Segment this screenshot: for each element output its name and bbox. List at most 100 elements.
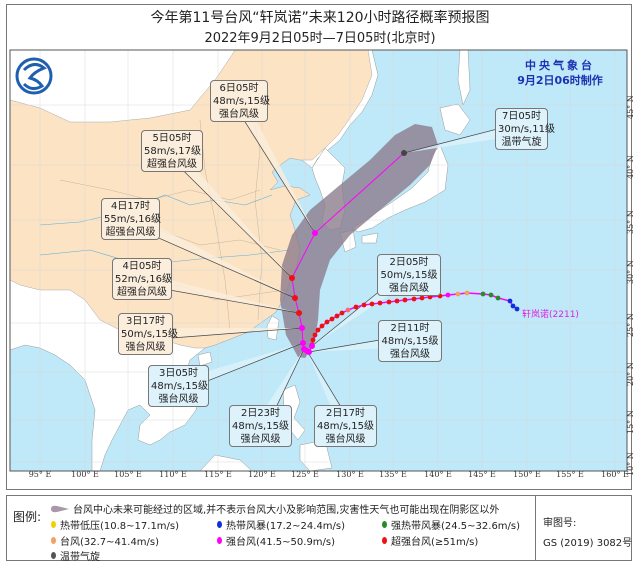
past-track-point: [488, 292, 494, 298]
legend-item: 超强台风(≥51m/s): [382, 533, 478, 548]
forecast-grade: 超强台风级: [117, 287, 167, 298]
probability-cone: [280, 124, 438, 358]
legend-item-label: 台风(32.7~41.4m/s): [60, 537, 160, 548]
past-track-point: [480, 291, 486, 297]
longitude-tick: 150° E: [513, 470, 541, 479]
legend-item: 热带风暴(17.2~24.4m/s): [217, 517, 345, 532]
forecast-time: 4日05时: [122, 261, 162, 272]
longitude-tick: 125° E: [291, 470, 319, 479]
forecast-wind: 58m/s,17级: [144, 146, 201, 157]
past-track-point: [310, 337, 316, 343]
longitude-tick: 95° E: [28, 470, 52, 479]
past-track-point: [369, 301, 375, 307]
legend-cone: 台风中心未来可能经过的区域,并不表示台风大小及影响范围,灾害性天气也可能出现在阴…: [51, 501, 499, 516]
forecast-label: 4日05时 52m/s,16级 超强台风级: [112, 258, 172, 300]
leader-line: [233, 103, 316, 234]
forecast-label: 2日11时 48m/s,15级 强台风级: [378, 320, 442, 362]
forecast-label: 7日05时 30m/s,11级 温带气旋: [495, 108, 555, 150]
forecast-wind: 48m/s,15级: [381, 336, 439, 347]
past-track-point: [386, 299, 392, 305]
leader-line: [167, 154, 293, 279]
forecast-grade: 强台风级: [240, 434, 281, 445]
typhoon-symbol-icon: [217, 537, 222, 544]
forecast-time: 4日17时: [110, 201, 151, 212]
legend-divider: [535, 496, 536, 560]
legend-cone-text: 台风中心未来可能经过的区域,并不表示台风大小及影响范围,灾害性天气也可能出现在阴…: [73, 505, 500, 516]
forecast-time: 7日05时: [501, 111, 542, 122]
past-track-point: [324, 319, 330, 325]
borneo: [199, 454, 253, 471]
forecast-wind: 48m/s,15级: [213, 96, 270, 107]
legend-item: 强台风(41.5~50.9m/s): [217, 533, 335, 548]
forecast-label: 2日17时 48m/s,15级 强台风级: [314, 405, 377, 447]
forecast-point: [309, 343, 315, 349]
past-track-point: [353, 304, 359, 310]
legend-item-label: 超强台风(≥51m/s): [391, 537, 479, 548]
legend-item: 温带气旋: [51, 548, 100, 563]
legend: 图例: 台风中心未来可能经过的区域,并不表示台风大小及影响范围,灾害性天气也可能…: [6, 495, 633, 563]
latitude-tick: 45° N: [626, 95, 635, 119]
forecast-grade: 温带气旋: [501, 137, 542, 148]
past-track-point: [315, 327, 321, 333]
typhoon-symbol-icon: [51, 552, 56, 559]
forecast-point: [401, 150, 407, 156]
forecast-label: 6日05时 48m/s,15级 强台风级: [210, 80, 270, 122]
longitude-tick: 135° E: [379, 470, 407, 479]
leader-wedge: [140, 273, 299, 313]
forecast-time: 6日05时: [219, 83, 259, 94]
taiwan: [266, 315, 280, 341]
legend-item-label: 强台风(41.5~50.9m/s): [226, 537, 336, 548]
forecast-point: [292, 295, 298, 301]
typhoon-symbol-icon: [51, 537, 56, 544]
forecast-label: 2日23时 48m/s,15级 强台风级: [229, 405, 292, 447]
forecast-point: [300, 340, 306, 346]
forecast-grade: 超强台风级: [147, 159, 197, 170]
longitude-tick: 120° E: [248, 470, 276, 479]
map-border: [9, 49, 628, 472]
past-track-point: [411, 296, 417, 302]
map-title: 今年第11号台风“轩岚诺”未来120小时路径概率预报图: [150, 10, 490, 26]
longitude-tick: 160° E: [601, 470, 629, 479]
legend-item-label: 热带低压(10.8~17.1m/s): [60, 521, 180, 532]
forecast-label: 3日17时 50m/s,15级 强台风级: [118, 313, 178, 355]
longitude-tick: 110° E: [159, 470, 187, 479]
past-track-point: [510, 303, 516, 309]
legend-title: 图例:: [13, 510, 42, 524]
past-track-point: [495, 295, 501, 301]
forecast-point: [289, 275, 295, 281]
forecast-time: 5日05时: [152, 133, 192, 144]
longitude-tick: 145° E: [468, 470, 496, 479]
past-track-point: [464, 290, 470, 296]
longitude-tick: 100° E: [71, 470, 99, 479]
typhoon-name-label: 轩岚诺(2211): [522, 310, 579, 320]
hokkaido: [439, 103, 471, 136]
typhoon-symbol-icon: [51, 521, 56, 528]
forecast-wind: 48m/s,15级: [151, 381, 208, 392]
hainan: [197, 351, 213, 367]
latitude-tick: 20° N: [626, 362, 635, 386]
past-track-point: [361, 302, 367, 308]
longitude-tick: 115° E: [204, 470, 232, 479]
forecast-grade: 强台风级: [219, 109, 259, 120]
longitude-tick: 140° E: [424, 470, 452, 479]
past-track-point: [455, 291, 461, 297]
forecast-wind: 30m/s,11级: [498, 124, 555, 135]
agency-name: 中央气象台: [525, 59, 595, 72]
figure-frame: [6, 4, 632, 490]
leader-wedge: [127, 213, 295, 298]
approval-number: GS (2019) 3082号: [543, 538, 633, 549]
past-track-point: [394, 298, 400, 304]
shikoku: [361, 232, 379, 244]
past-track-point: [377, 300, 383, 306]
past-track-point: [419, 295, 425, 301]
longitude-tick: 155° E: [556, 470, 584, 479]
legend-item-label: 温带气旋: [60, 552, 100, 563]
cma-logo-icon: [15, 57, 53, 95]
legend-item-label: 热带风暴(17.2~24.4m/s): [226, 521, 346, 532]
forecast-wind: 50m/s,15级: [380, 270, 438, 281]
forecast-grade: 强台风级: [125, 342, 166, 353]
forecast-grade: 强台风级: [389, 283, 429, 294]
past-track-point: [319, 323, 325, 329]
label-leaders: [127, 98, 523, 430]
sakhalin: [457, 50, 471, 106]
